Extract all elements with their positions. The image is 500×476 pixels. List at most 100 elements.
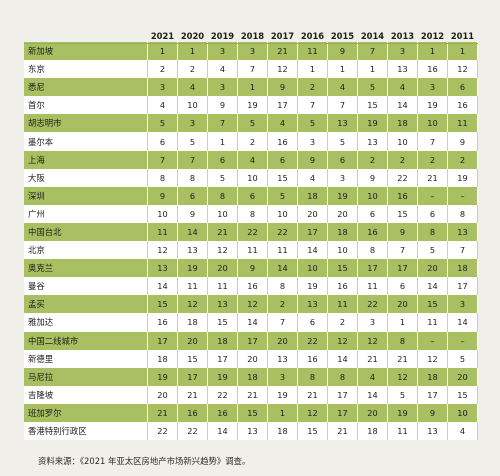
rank-cell: 19 xyxy=(177,259,208,278)
rank-cell: 10 xyxy=(297,259,328,278)
rank-cell: 4 xyxy=(357,367,388,386)
city-name-cell: 孟买 xyxy=(24,295,148,314)
city-header-cell xyxy=(24,29,147,42)
rank-cell: 19 xyxy=(447,168,479,187)
table-row: 广州 10 9 10 8 10 20 20 6 15 6 8 xyxy=(24,204,479,223)
rank-cell: 18 xyxy=(297,186,328,205)
year-header-2021: 2021 xyxy=(150,30,175,41)
rank-cell: 15 xyxy=(357,96,388,115)
rank-cell: 13 xyxy=(267,349,298,368)
rank-cell: 1 xyxy=(207,132,238,151)
rank-cell: 19 xyxy=(147,367,178,386)
table-row: 墨尔本 6 5 1 2 16 3 5 13 10 7 9 xyxy=(24,132,479,151)
rank-cell: 22 xyxy=(267,222,298,242)
rank-cell: 13 xyxy=(237,421,268,441)
city-name-cell: 广州 xyxy=(24,204,148,223)
rank-cell: 12 xyxy=(207,241,238,260)
rank-cell: 10 xyxy=(207,204,238,223)
rank-cell: 19 xyxy=(207,367,238,386)
table-row: 新加坡 1 1 3 3 21 11 9 7 3 1 1 xyxy=(24,42,479,61)
city-name-cell: 墨尔本 xyxy=(24,132,148,151)
rank-cell: 14 xyxy=(267,259,298,278)
rank-cell: 17 xyxy=(237,331,268,350)
rank-cell: 1 xyxy=(297,60,328,79)
rank-cell: 15 xyxy=(267,168,298,187)
rank-cell: 21 xyxy=(417,168,448,187)
rank-cell: 20 xyxy=(177,331,208,350)
table-row: 北京 12 13 12 11 11 14 10 8 7 5 7 xyxy=(24,241,479,260)
rank-cell: 6 xyxy=(207,150,238,169)
rank-cell: 13 xyxy=(207,295,238,314)
year-header-2013: 2013 xyxy=(390,30,415,41)
rank-cell: 2 xyxy=(147,60,178,79)
rank-cell: 10 xyxy=(267,204,298,223)
rank-cell: 19 xyxy=(267,385,298,404)
rank-cell: 2 xyxy=(237,132,268,151)
rank-cell: 7 xyxy=(387,241,418,260)
rank-cell: 4 xyxy=(177,78,208,97)
rank-cell: 15 xyxy=(327,259,358,278)
rank-cell: 17 xyxy=(327,403,358,422)
rank-cell: 17 xyxy=(177,367,208,386)
rank-cell: 2 xyxy=(387,150,418,169)
rank-cell: 15 xyxy=(447,385,479,404)
table-row: 奥克兰 13 19 20 9 14 10 15 17 17 20 18 xyxy=(24,259,479,278)
rank-cell: 6 xyxy=(147,132,178,151)
rank-cell: 22 xyxy=(387,168,418,187)
table-row: 马尼拉 19 17 19 18 3 8 8 4 12 18 20 xyxy=(24,367,479,386)
year-header-2014: 2014 xyxy=(360,30,385,41)
table-row: 新德里 18 15 17 20 13 16 14 21 21 12 5 xyxy=(24,349,479,368)
rank-cell: 1 xyxy=(177,42,208,61)
table-row: 中国台北 11 14 21 22 22 17 18 16 9 8 13 xyxy=(24,222,479,242)
rank-cell: 2 xyxy=(327,313,358,332)
rank-cell: 13 xyxy=(447,222,479,242)
rank-cell: 19 xyxy=(357,114,388,133)
rank-cell: 11 xyxy=(147,222,178,242)
rank-cell: 2 xyxy=(417,150,448,169)
table-row: 首尔 4 10 9 19 17 7 7 15 14 19 16 xyxy=(24,96,479,115)
year-header-2011: 2011 xyxy=(450,30,475,41)
rank-cell: 7 xyxy=(237,60,268,79)
rank-cell: 16 xyxy=(147,313,178,332)
rank-cell: 18 xyxy=(147,349,178,368)
table-row: 上海 7 7 6 4 6 9 6 2 2 2 2 xyxy=(24,150,479,169)
city-name-cell: 大阪 xyxy=(24,168,148,187)
table-row: 中国二线城市 17 20 18 17 20 22 12 12 8– – xyxy=(24,331,479,350)
rank-cell: 8 xyxy=(357,241,388,260)
source-note: 资料来源：《2021 年亚太区房地产市场新兴趋势》调查。 xyxy=(38,456,251,466)
rank-cell: 5 xyxy=(177,132,208,151)
rank-cell: 20 xyxy=(327,204,358,223)
year-header-2019: 2019 xyxy=(210,30,235,41)
rank-cell: 14 xyxy=(357,385,388,404)
rank-cell: 3 xyxy=(237,42,268,61)
rank-cell: 17 xyxy=(147,331,178,350)
rank-cell: 9 xyxy=(237,259,268,278)
rank-cell: 9 xyxy=(447,132,479,151)
rank-cell: 14 xyxy=(177,222,208,242)
table-row: 大阪 8 8 5 10 15 4 3 9 22 21 19 xyxy=(24,168,479,187)
rank-cell: 13 xyxy=(357,132,388,151)
rank-cell: 12 xyxy=(327,331,358,350)
rank-cell: 14 xyxy=(297,241,328,260)
rank-cell: 22 xyxy=(177,421,208,441)
rank-cell: – xyxy=(417,186,448,205)
rank-cell: 5 xyxy=(267,186,298,205)
rank-cell: 12 xyxy=(447,60,479,79)
rank-cell: 3 xyxy=(177,114,208,133)
rank-cell: 12 xyxy=(357,331,388,350)
rank-cell: 9 xyxy=(147,186,178,205)
rank-cell: 10 xyxy=(177,96,208,115)
city-name-cell: 班加罗尔 xyxy=(24,403,148,422)
rank-cell: 8 xyxy=(207,186,238,205)
rank-cell: 20 xyxy=(297,204,328,223)
year-header-2016: 2016 xyxy=(300,30,325,41)
rank-cell: 12 xyxy=(297,403,328,422)
table-row: 悉尼 3 4 3 1 9 2 4 5 4 3 6 xyxy=(24,78,479,97)
rank-cell: 18 xyxy=(357,421,388,441)
rank-cell: 9 xyxy=(267,78,298,97)
rank-cell: 10 xyxy=(237,168,268,187)
rank-cell: 10 xyxy=(357,186,388,205)
rank-cell: 18 xyxy=(327,222,358,242)
rank-cell: 17 xyxy=(417,385,448,404)
rank-cell: 15 xyxy=(387,204,418,223)
